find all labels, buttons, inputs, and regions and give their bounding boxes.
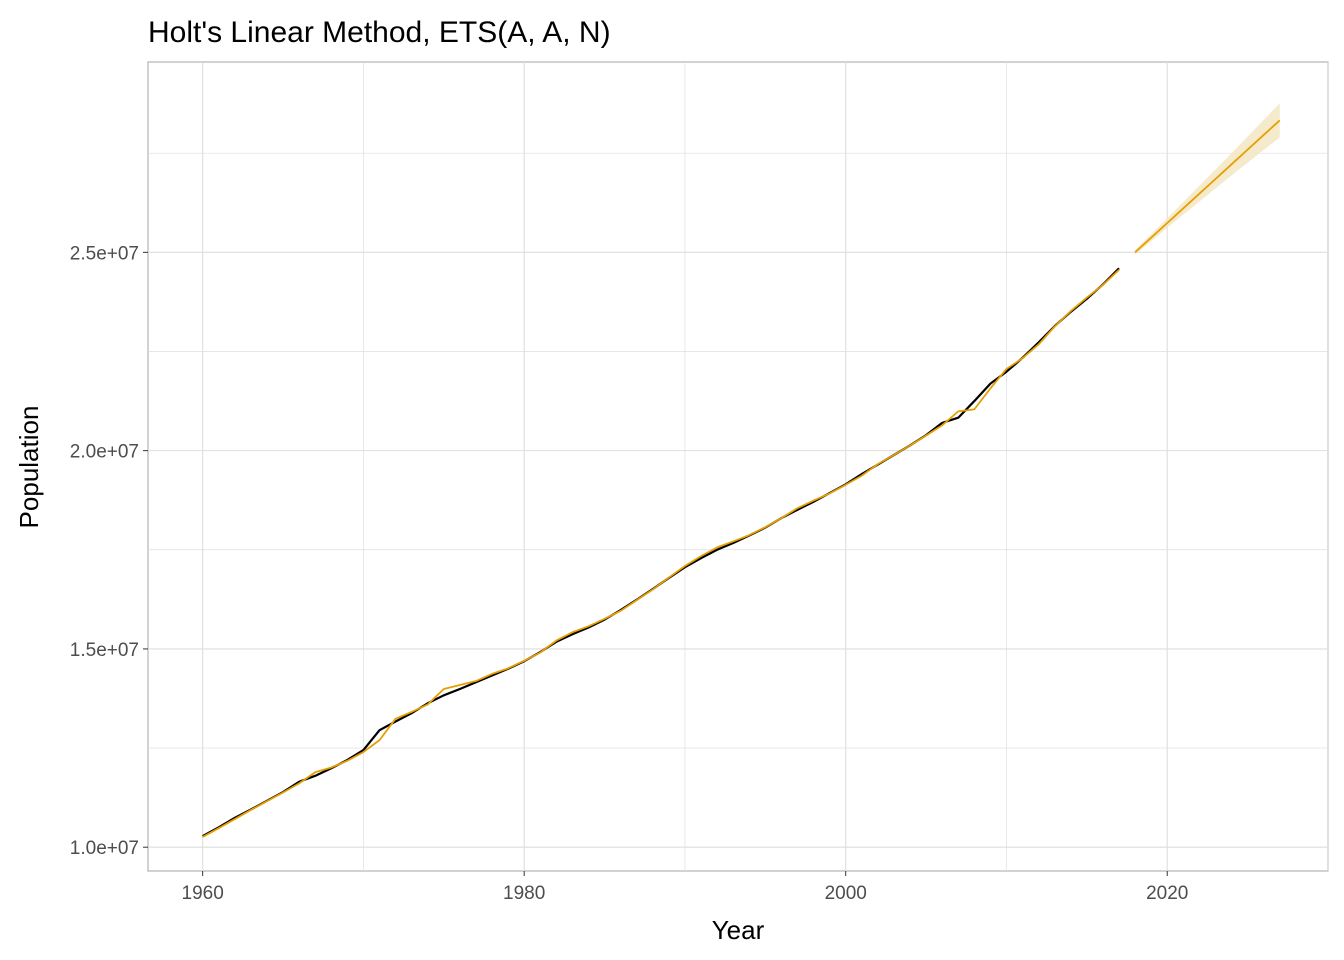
- x-tick-label: 2020: [1146, 883, 1188, 904]
- actual-population-line: [202, 267, 1120, 838]
- x-axis-ticks: 1960 1980 2000 2020: [182, 871, 1188, 904]
- y-axis-ticks: 1.0e+07 1.5e+07 2.0e+07 2.5e+07: [70, 243, 148, 859]
- y-tick-label: 2.0e+07: [70, 442, 139, 463]
- chart-title: Holt's Linear Method, ETS(A, A, N): [148, 16, 611, 49]
- gridlines: [148, 62, 1329, 871]
- y-axis-title: Population: [14, 406, 44, 529]
- x-tick-label: 1980: [503, 883, 545, 904]
- series-lines: [202, 119, 1281, 838]
- forecast-interval-band: [1135, 103, 1280, 255]
- y-tick-label: 1.5e+07: [70, 640, 139, 661]
- fitted-values-line: [202, 269, 1120, 838]
- x-axis-title: Year: [712, 915, 765, 945]
- forecast-line: [1134, 119, 1281, 254]
- y-tick-label: 1.0e+07: [70, 838, 139, 859]
- x-tick-label: 1960: [182, 883, 224, 904]
- plot-panel-border: [147, 61, 1329, 872]
- x-tick-label: 2000: [825, 883, 867, 904]
- forecast-interval: [1135, 103, 1280, 255]
- y-tick-label: 2.5e+07: [70, 243, 139, 264]
